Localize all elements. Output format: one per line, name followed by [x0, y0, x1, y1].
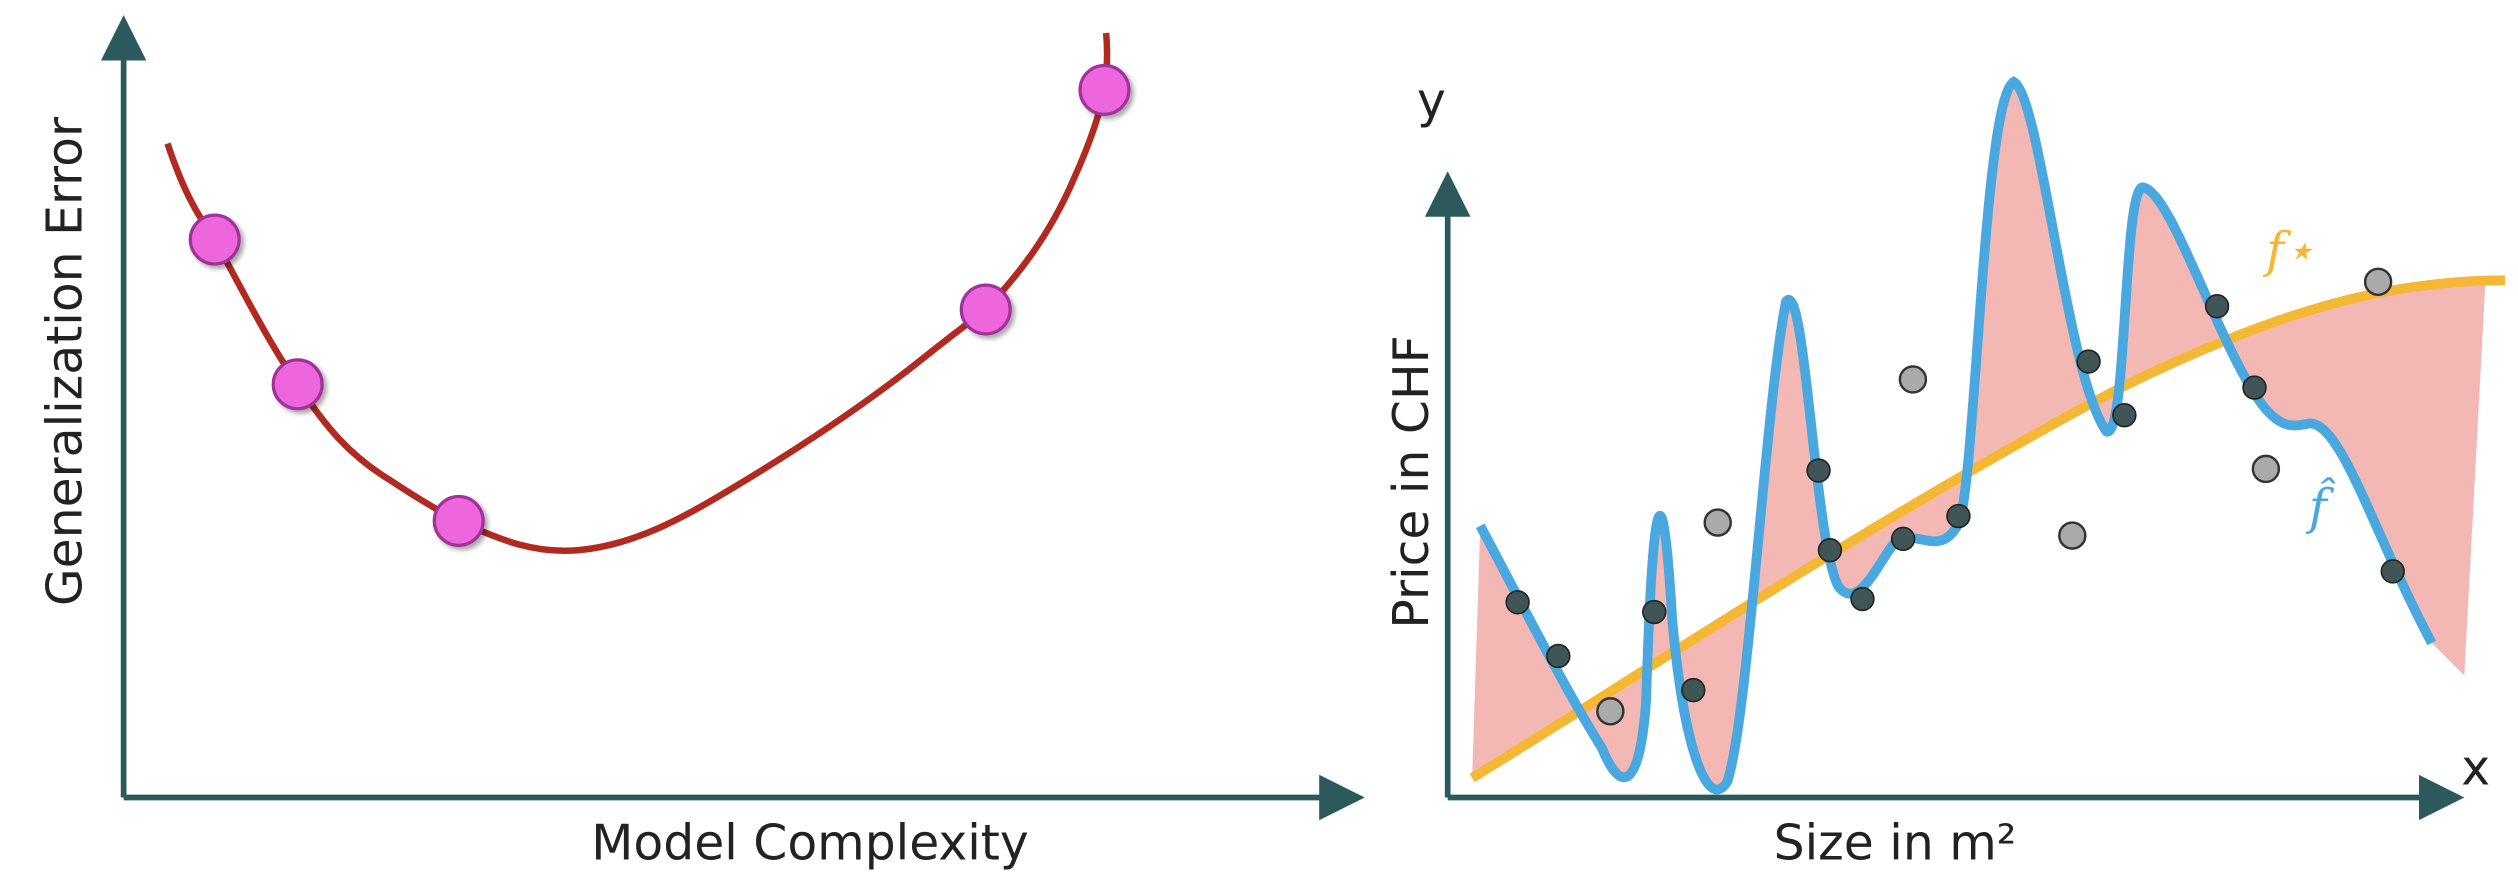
- fit-points: [1505, 294, 2405, 703]
- point: [432, 494, 485, 547]
- point: [2363, 267, 2393, 297]
- point: [1505, 590, 1530, 615]
- point: [1703, 508, 1732, 537]
- point: [1890, 526, 1916, 552]
- left-panel: Generalization Error Model Complexity: [36, 15, 1365, 871]
- point: [2251, 454, 2281, 484]
- point: [2112, 403, 2137, 428]
- y-label: Generalization Error: [36, 116, 93, 606]
- point: [2076, 349, 2101, 374]
- point: [1642, 599, 1667, 625]
- point: [1898, 365, 1928, 394]
- point: [1817, 538, 1843, 563]
- point: [2380, 559, 2405, 584]
- other-points: [1596, 267, 2393, 726]
- point: [1078, 63, 1131, 116]
- x-label: Size in m²: [1774, 814, 2017, 871]
- point: [1546, 643, 1571, 669]
- point: [188, 213, 241, 266]
- point: [2058, 521, 2087, 550]
- point: [1681, 677, 1706, 703]
- x-label: Model Complexity: [591, 814, 1028, 871]
- point: [2242, 375, 2267, 400]
- fitted-curve-label: f̂: [2306, 477, 2336, 537]
- error-curve: [164, 32, 1111, 555]
- point: [2204, 294, 2230, 319]
- true-curve-label: f⋆: [2263, 222, 2315, 279]
- y-label: Price in CHF: [1383, 335, 1440, 628]
- points: [188, 63, 1131, 547]
- point: [271, 358, 324, 411]
- point: [1596, 697, 1625, 726]
- x-axis-name: x: [2461, 739, 2490, 796]
- fitted-curve: [1475, 76, 2437, 795]
- point: [1946, 503, 1971, 529]
- right-panel: y x Price in CHF Size in m² f⋆ f̂: [1383, 73, 2505, 871]
- point: [1850, 586, 1875, 612]
- point: [1806, 458, 1831, 483]
- error-area: [1472, 81, 2486, 790]
- y-axis-name: y: [1417, 73, 1446, 130]
- point: [959, 283, 1012, 336]
